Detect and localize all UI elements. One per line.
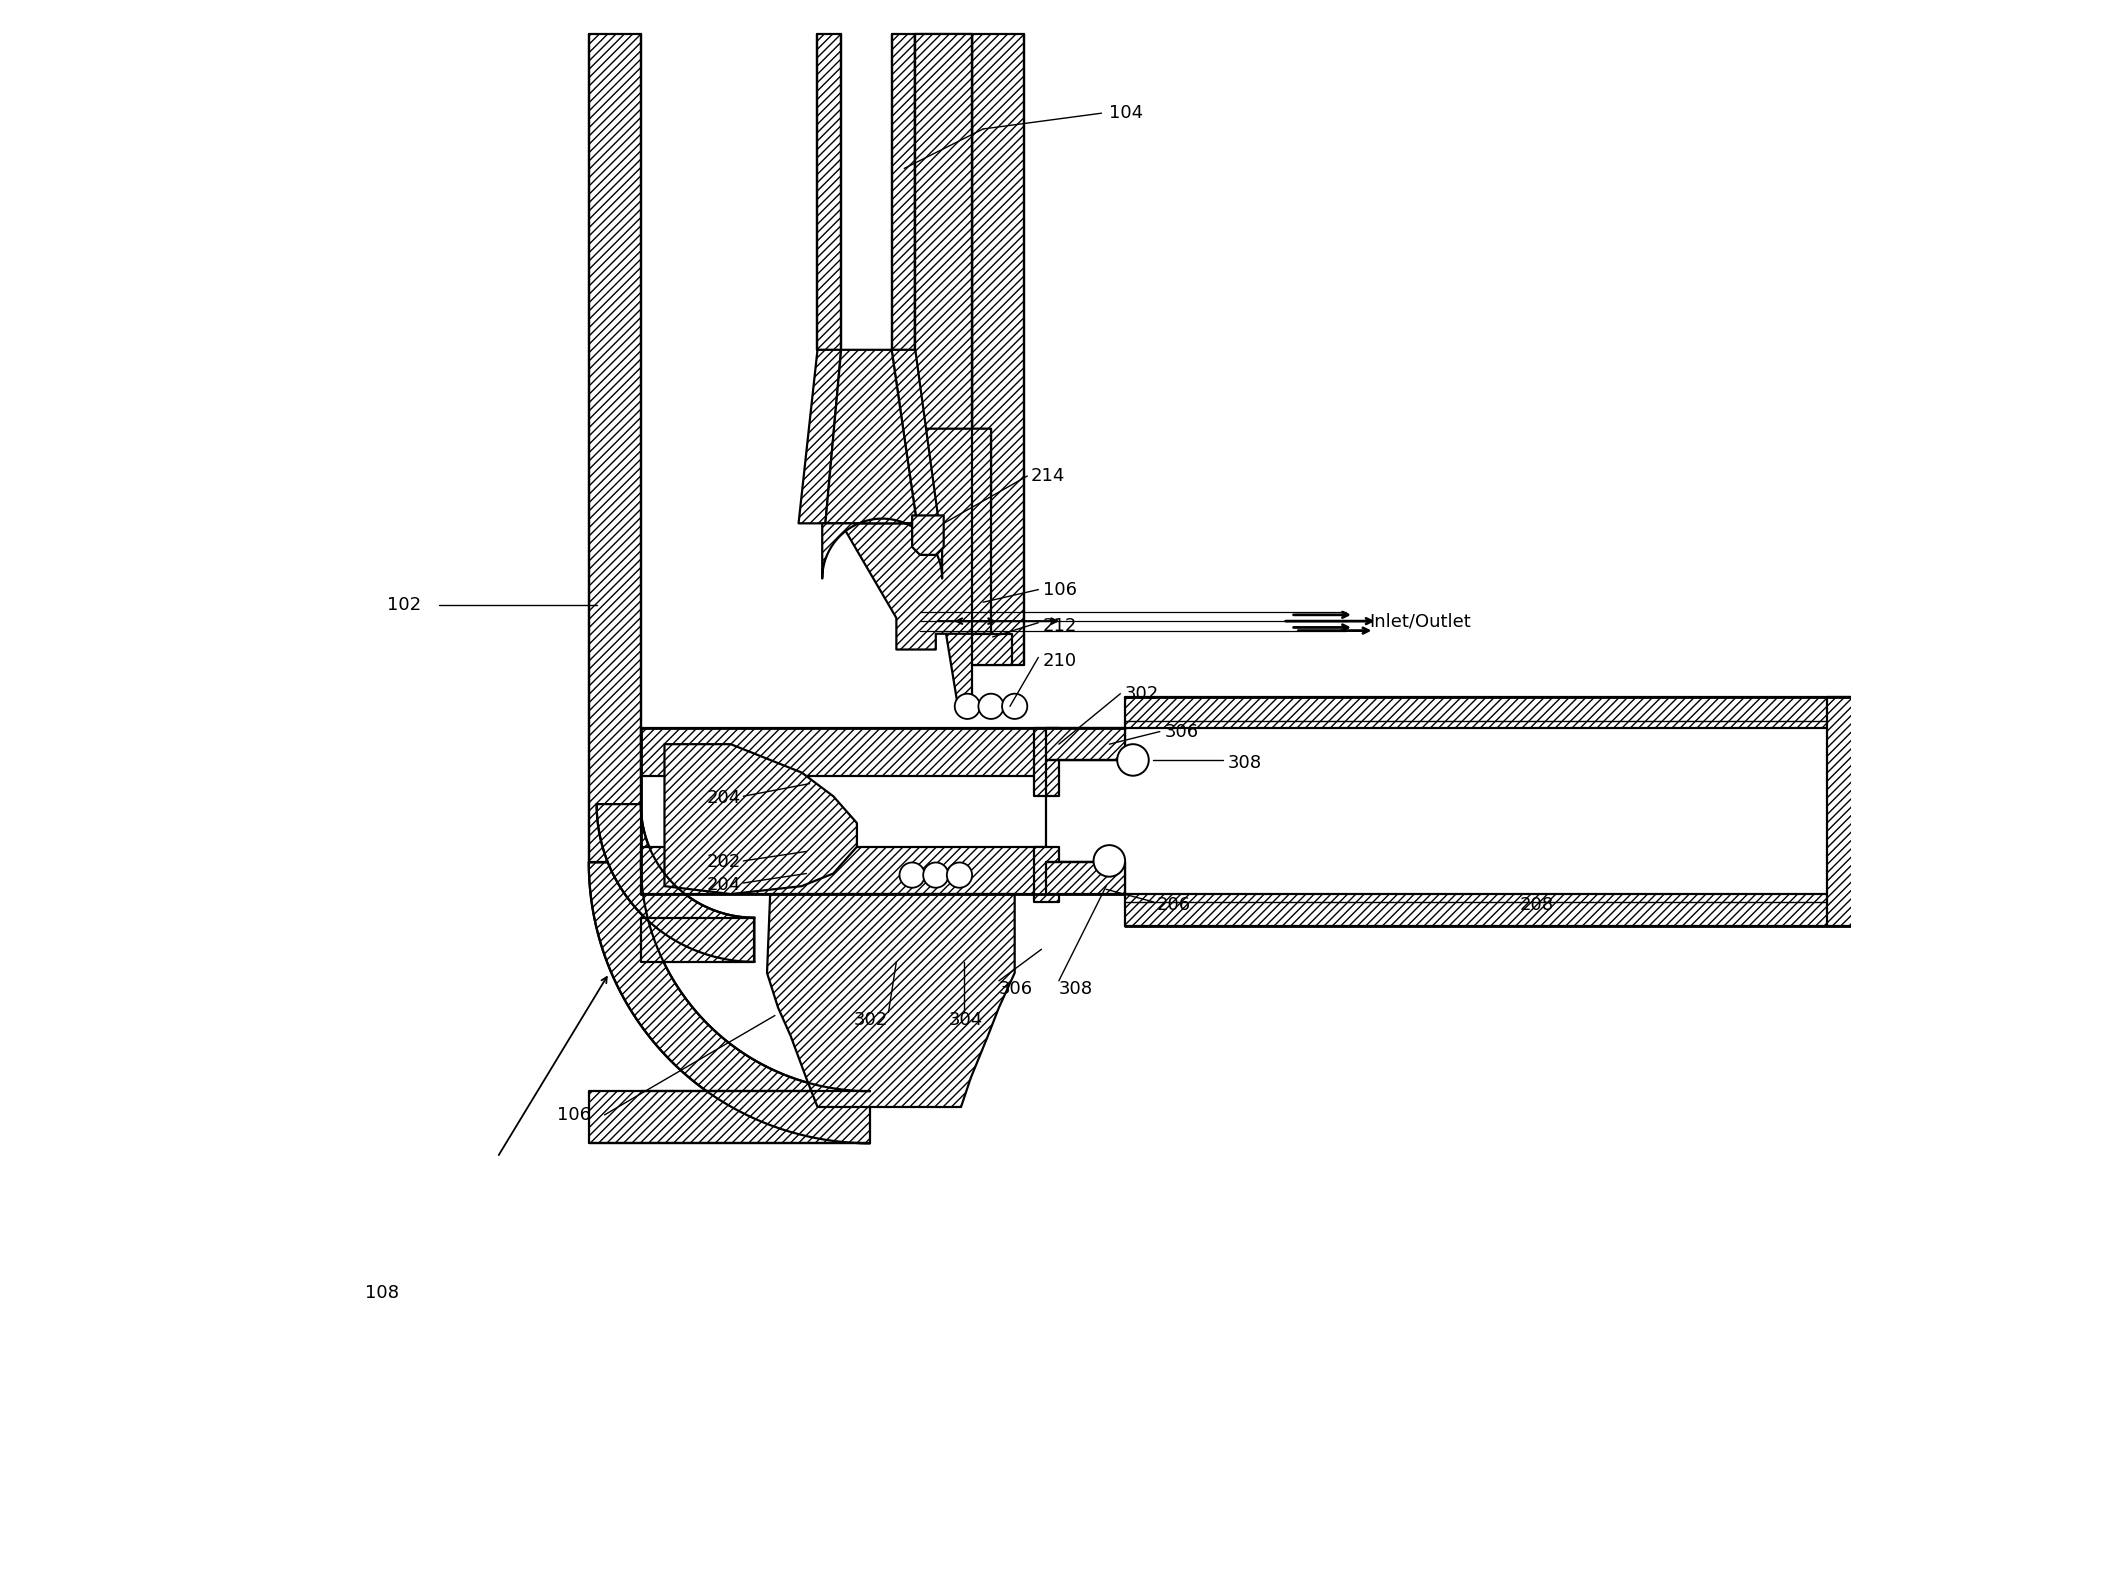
Text: 208: 208	[1519, 896, 1553, 913]
Polygon shape	[588, 863, 869, 1143]
Polygon shape	[597, 804, 754, 962]
Text: 308: 308	[1228, 754, 1262, 773]
Polygon shape	[822, 519, 943, 578]
Text: 306: 306	[998, 980, 1032, 997]
Polygon shape	[1126, 697, 1854, 728]
Circle shape	[954, 693, 979, 719]
Text: 302: 302	[854, 1012, 888, 1029]
Polygon shape	[641, 847, 1126, 894]
Text: 206: 206	[1158, 896, 1192, 913]
Text: 214: 214	[1030, 467, 1064, 484]
Polygon shape	[915, 35, 973, 445]
Text: 308: 308	[1060, 980, 1094, 997]
Polygon shape	[588, 35, 641, 863]
Text: 306: 306	[1164, 722, 1198, 741]
Circle shape	[901, 863, 924, 888]
Text: Inlet/Outlet: Inlet/Outlet	[1370, 613, 1472, 630]
Circle shape	[924, 863, 949, 888]
Polygon shape	[892, 350, 939, 524]
Polygon shape	[641, 728, 1126, 776]
Polygon shape	[841, 429, 992, 649]
Text: 204: 204	[707, 875, 741, 893]
Text: 302: 302	[1126, 685, 1160, 703]
Text: 304: 304	[949, 1012, 983, 1029]
Polygon shape	[1034, 847, 1060, 902]
Circle shape	[1003, 693, 1028, 719]
Polygon shape	[767, 894, 1015, 1107]
Polygon shape	[1126, 894, 1854, 926]
Polygon shape	[799, 350, 841, 524]
Text: 106: 106	[556, 1107, 590, 1124]
Polygon shape	[915, 35, 992, 508]
Polygon shape	[1047, 728, 1126, 760]
Polygon shape	[1034, 728, 1060, 796]
Circle shape	[1117, 744, 1149, 776]
Polygon shape	[1047, 863, 1126, 894]
Polygon shape	[665, 744, 856, 894]
Polygon shape	[911, 516, 943, 556]
Text: 108: 108	[365, 1284, 399, 1303]
Text: 202: 202	[707, 853, 741, 872]
Circle shape	[1094, 845, 1126, 877]
Text: 102: 102	[387, 597, 421, 614]
Polygon shape	[826, 350, 918, 524]
Circle shape	[979, 693, 1005, 719]
Polygon shape	[641, 918, 754, 962]
Text: 212: 212	[1043, 617, 1077, 635]
Polygon shape	[818, 35, 841, 350]
Polygon shape	[915, 445, 1011, 712]
Circle shape	[947, 863, 973, 888]
Text: 204: 204	[707, 788, 741, 807]
Polygon shape	[973, 35, 1024, 665]
Polygon shape	[892, 35, 915, 350]
Polygon shape	[588, 1091, 869, 1143]
Polygon shape	[1827, 697, 1854, 926]
Text: 210: 210	[1043, 652, 1077, 670]
Text: 104: 104	[1109, 104, 1143, 122]
Text: 106: 106	[1043, 581, 1077, 598]
